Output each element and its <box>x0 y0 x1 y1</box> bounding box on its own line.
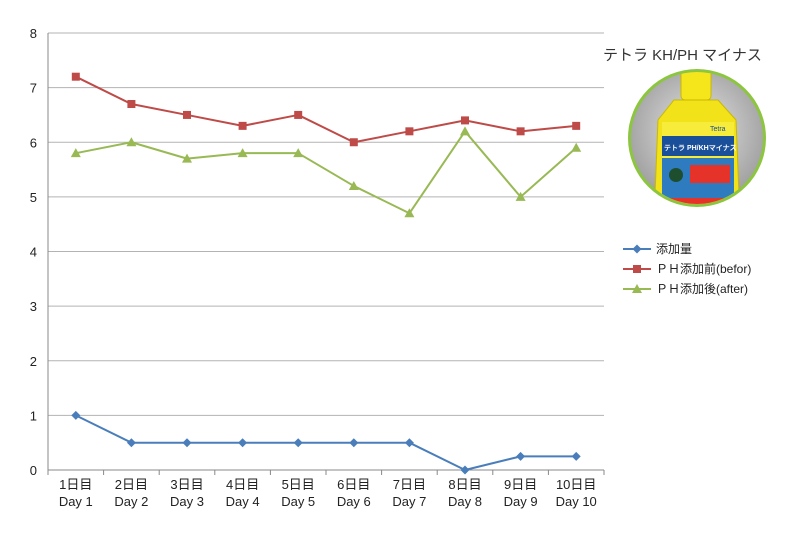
data-point <box>182 438 192 448</box>
data-point <box>571 451 581 461</box>
data-point <box>71 72 80 81</box>
data-point <box>571 142 582 152</box>
svg-text:テトラ PH/KHマイナス: テトラ PH/KHマイナス <box>664 144 737 152</box>
gridlines <box>48 32 604 416</box>
x-tick-label: Day 9 <box>504 494 538 509</box>
legend-marker <box>633 265 641 273</box>
data-point <box>516 127 525 136</box>
x-tick-label: Day 3 <box>170 494 204 509</box>
svg-text:Tetra: Tetra <box>710 126 726 133</box>
x-tick-label: 1日目 <box>59 477 92 492</box>
data-point <box>293 148 304 158</box>
data-point <box>460 126 470 136</box>
x-tick-label: Day 10 <box>556 494 597 509</box>
legend-label: ＰＨ添加後(after) <box>656 282 748 296</box>
x-tick-label: 6日目 <box>337 477 370 492</box>
x-tick-label: Day 4 <box>226 494 260 509</box>
x-tick-label: 8日目 <box>448 477 481 492</box>
x-tick-label: Day 7 <box>392 494 426 509</box>
series-line <box>75 414 577 471</box>
data-point <box>126 438 136 448</box>
y-tick-label: 6 <box>30 135 37 150</box>
x-tick-label: Day 6 <box>337 494 371 509</box>
legend-label: ＰＨ添加前(befor) <box>656 261 751 276</box>
data-point <box>516 451 526 461</box>
data-point <box>404 208 415 218</box>
x-tick-label: Day 5 <box>281 494 315 509</box>
data-point <box>238 438 248 448</box>
data-point <box>127 100 136 109</box>
x-tick-label: Day 1 <box>59 494 93 509</box>
data-point <box>348 180 359 190</box>
legend-marker <box>632 244 642 254</box>
series-line <box>75 130 577 215</box>
x-tick-label: 3日目 <box>170 477 203 492</box>
data-point <box>404 438 414 448</box>
series <box>70 72 582 475</box>
y-tick-label: 1 <box>30 408 37 423</box>
data-point <box>460 465 470 475</box>
data-point <box>70 148 81 158</box>
data-point <box>183 110 191 119</box>
data-point <box>349 138 358 147</box>
y-tick-label: 2 <box>30 354 37 369</box>
legend-label: 添加量 <box>656 242 692 256</box>
data-point <box>237 148 248 158</box>
x-tick-label: Day 8 <box>448 494 482 509</box>
data-point <box>182 153 192 163</box>
y-tick-label: 3 <box>30 299 37 314</box>
legend: 添加量 ＰＨ添加前(befor) ＰＨ添加後(after) <box>623 242 751 296</box>
x-tick-label: 2日目 <box>115 477 148 492</box>
x-tick-label: 10日目 <box>556 477 596 492</box>
y-tick-label: 8 <box>30 26 37 41</box>
x-tick-label: Day 2 <box>114 494 148 509</box>
series-line <box>75 75 577 144</box>
product-title: テトラ KH/PH マイナス <box>603 47 762 64</box>
data-point <box>71 410 81 420</box>
data-point <box>238 121 247 130</box>
data-point <box>126 137 137 147</box>
data-point <box>515 191 526 201</box>
y-tick-label: 7 <box>30 81 37 96</box>
data-point <box>405 127 414 136</box>
x-tick-label: 4日目 <box>226 477 259 492</box>
data-point <box>572 121 581 130</box>
y-tick-label: 4 <box>30 245 37 260</box>
y-tick-label: 5 <box>30 190 37 205</box>
x-tick-label: 5日目 <box>282 477 315 492</box>
data-point <box>461 116 469 125</box>
data-point <box>293 438 303 448</box>
x-tick-label: 7日目 <box>393 477 426 492</box>
x-tick-label: 9日目 <box>504 477 537 492</box>
data-point <box>294 110 303 119</box>
axes: 0 1 2 3 4 5 6 7 8 1日目 Day 1 2日目 Day 2 3日目 Day 3 4日目 Day … <box>30 26 605 509</box>
data-point <box>349 438 359 448</box>
product-bottle-image: Tetra テトラ PH/KHマイナス <box>628 69 766 207</box>
y-tick-label: 0 <box>30 463 37 478</box>
legend-marker <box>632 284 642 293</box>
